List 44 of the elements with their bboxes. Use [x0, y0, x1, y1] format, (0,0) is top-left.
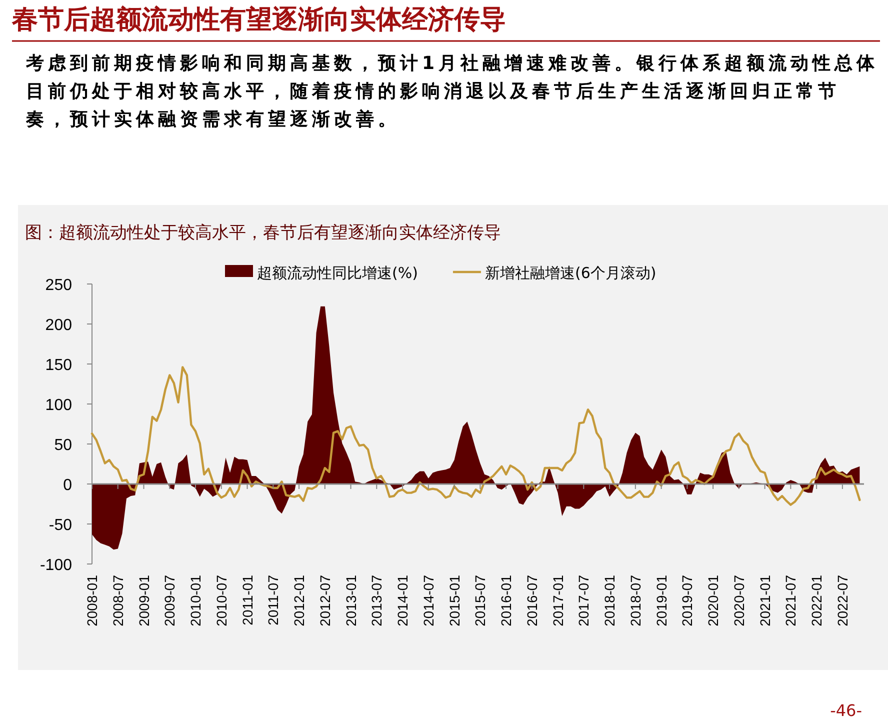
y-tick-label: -50 — [48, 517, 72, 534]
x-tick-label: 2019-07 — [679, 574, 696, 626]
chart-title: 春节后超额流动性有望逐渐向实体经济传导 — [11, 5, 506, 35]
text: -46- — [830, 701, 862, 720]
y-tick-label: 100 — [45, 397, 72, 414]
x-tick-label: 2021-01 — [756, 574, 773, 626]
x-tick-label: 2009-07 — [162, 574, 178, 626]
x-tick-label: 2008-07 — [110, 574, 126, 626]
x-tick-label: 2013-07 — [368, 574, 385, 626]
x-tick-label: 2022-07 — [834, 574, 850, 626]
x-tick-label: 2016-07 — [524, 574, 540, 626]
x-tick-label: 2014-01 — [394, 574, 411, 626]
legend-label: 超额流动性同比增速(%) — [257, 264, 418, 282]
x-tick-label: 2013-01 — [342, 574, 359, 626]
x-tick-label: 2011-01 — [239, 574, 256, 626]
x-tick-label: 2017-07 — [576, 574, 592, 626]
x-tick-label: 2010-07 — [213, 574, 230, 626]
y-tick-label: 50 — [54, 437, 72, 454]
x-tick-label: 2012-01 — [291, 574, 308, 626]
x-tick-label: 2018-01 — [602, 574, 618, 626]
x-tick-label: 2018-07 — [627, 574, 644, 626]
y-tick-label: -100 — [40, 557, 72, 574]
legend-label: 新增社融增速(6个月滚动) — [484, 264, 656, 282]
x-tick-label: 2020-07 — [730, 574, 747, 626]
x-tick-label: 2015-07 — [472, 574, 488, 626]
x-tick-label: 2021-07 — [782, 574, 799, 626]
x-tick-label: 2012-07 — [316, 574, 333, 626]
text: 图：超额流动性处于较高水平，春节后有望逐渐向实体经济传导 — [25, 223, 501, 243]
x-tick-label: 2010-01 — [188, 574, 204, 626]
x-tick-label: 2016-01 — [498, 574, 514, 626]
x-tick-label: 2019-01 — [653, 574, 670, 626]
y-tick-label: 250 — [45, 277, 72, 294]
x-tick-label: 2015-01 — [446, 574, 462, 626]
x-tick-label: 2017-01 — [550, 574, 566, 626]
chart-subtitle: 考虑到前期疫情影响和同期高基数，预计1月社融增速难改善。银行体系超额流动性总体目前仍处于相对较高水平，随着疫情的影响消退以及春节后生产生活逐渐回归正常节奏，预计实体融资需求有望逐渐改善。 — [26, 52, 880, 132]
y-tick-label: 0 — [63, 477, 72, 494]
x-tick-label: 2022-01 — [808, 574, 825, 626]
x-tick-label: 2011-07 — [265, 574, 282, 626]
y-tick-label: 200 — [45, 317, 72, 334]
x-tick-label: 2020-01 — [705, 574, 722, 626]
x-tick-label: 2014-07 — [420, 574, 436, 626]
y-tick-label: 150 — [45, 357, 72, 374]
x-tick-label: 2008-01 — [84, 574, 100, 626]
x-tick-label: 2009-01 — [136, 574, 152, 626]
